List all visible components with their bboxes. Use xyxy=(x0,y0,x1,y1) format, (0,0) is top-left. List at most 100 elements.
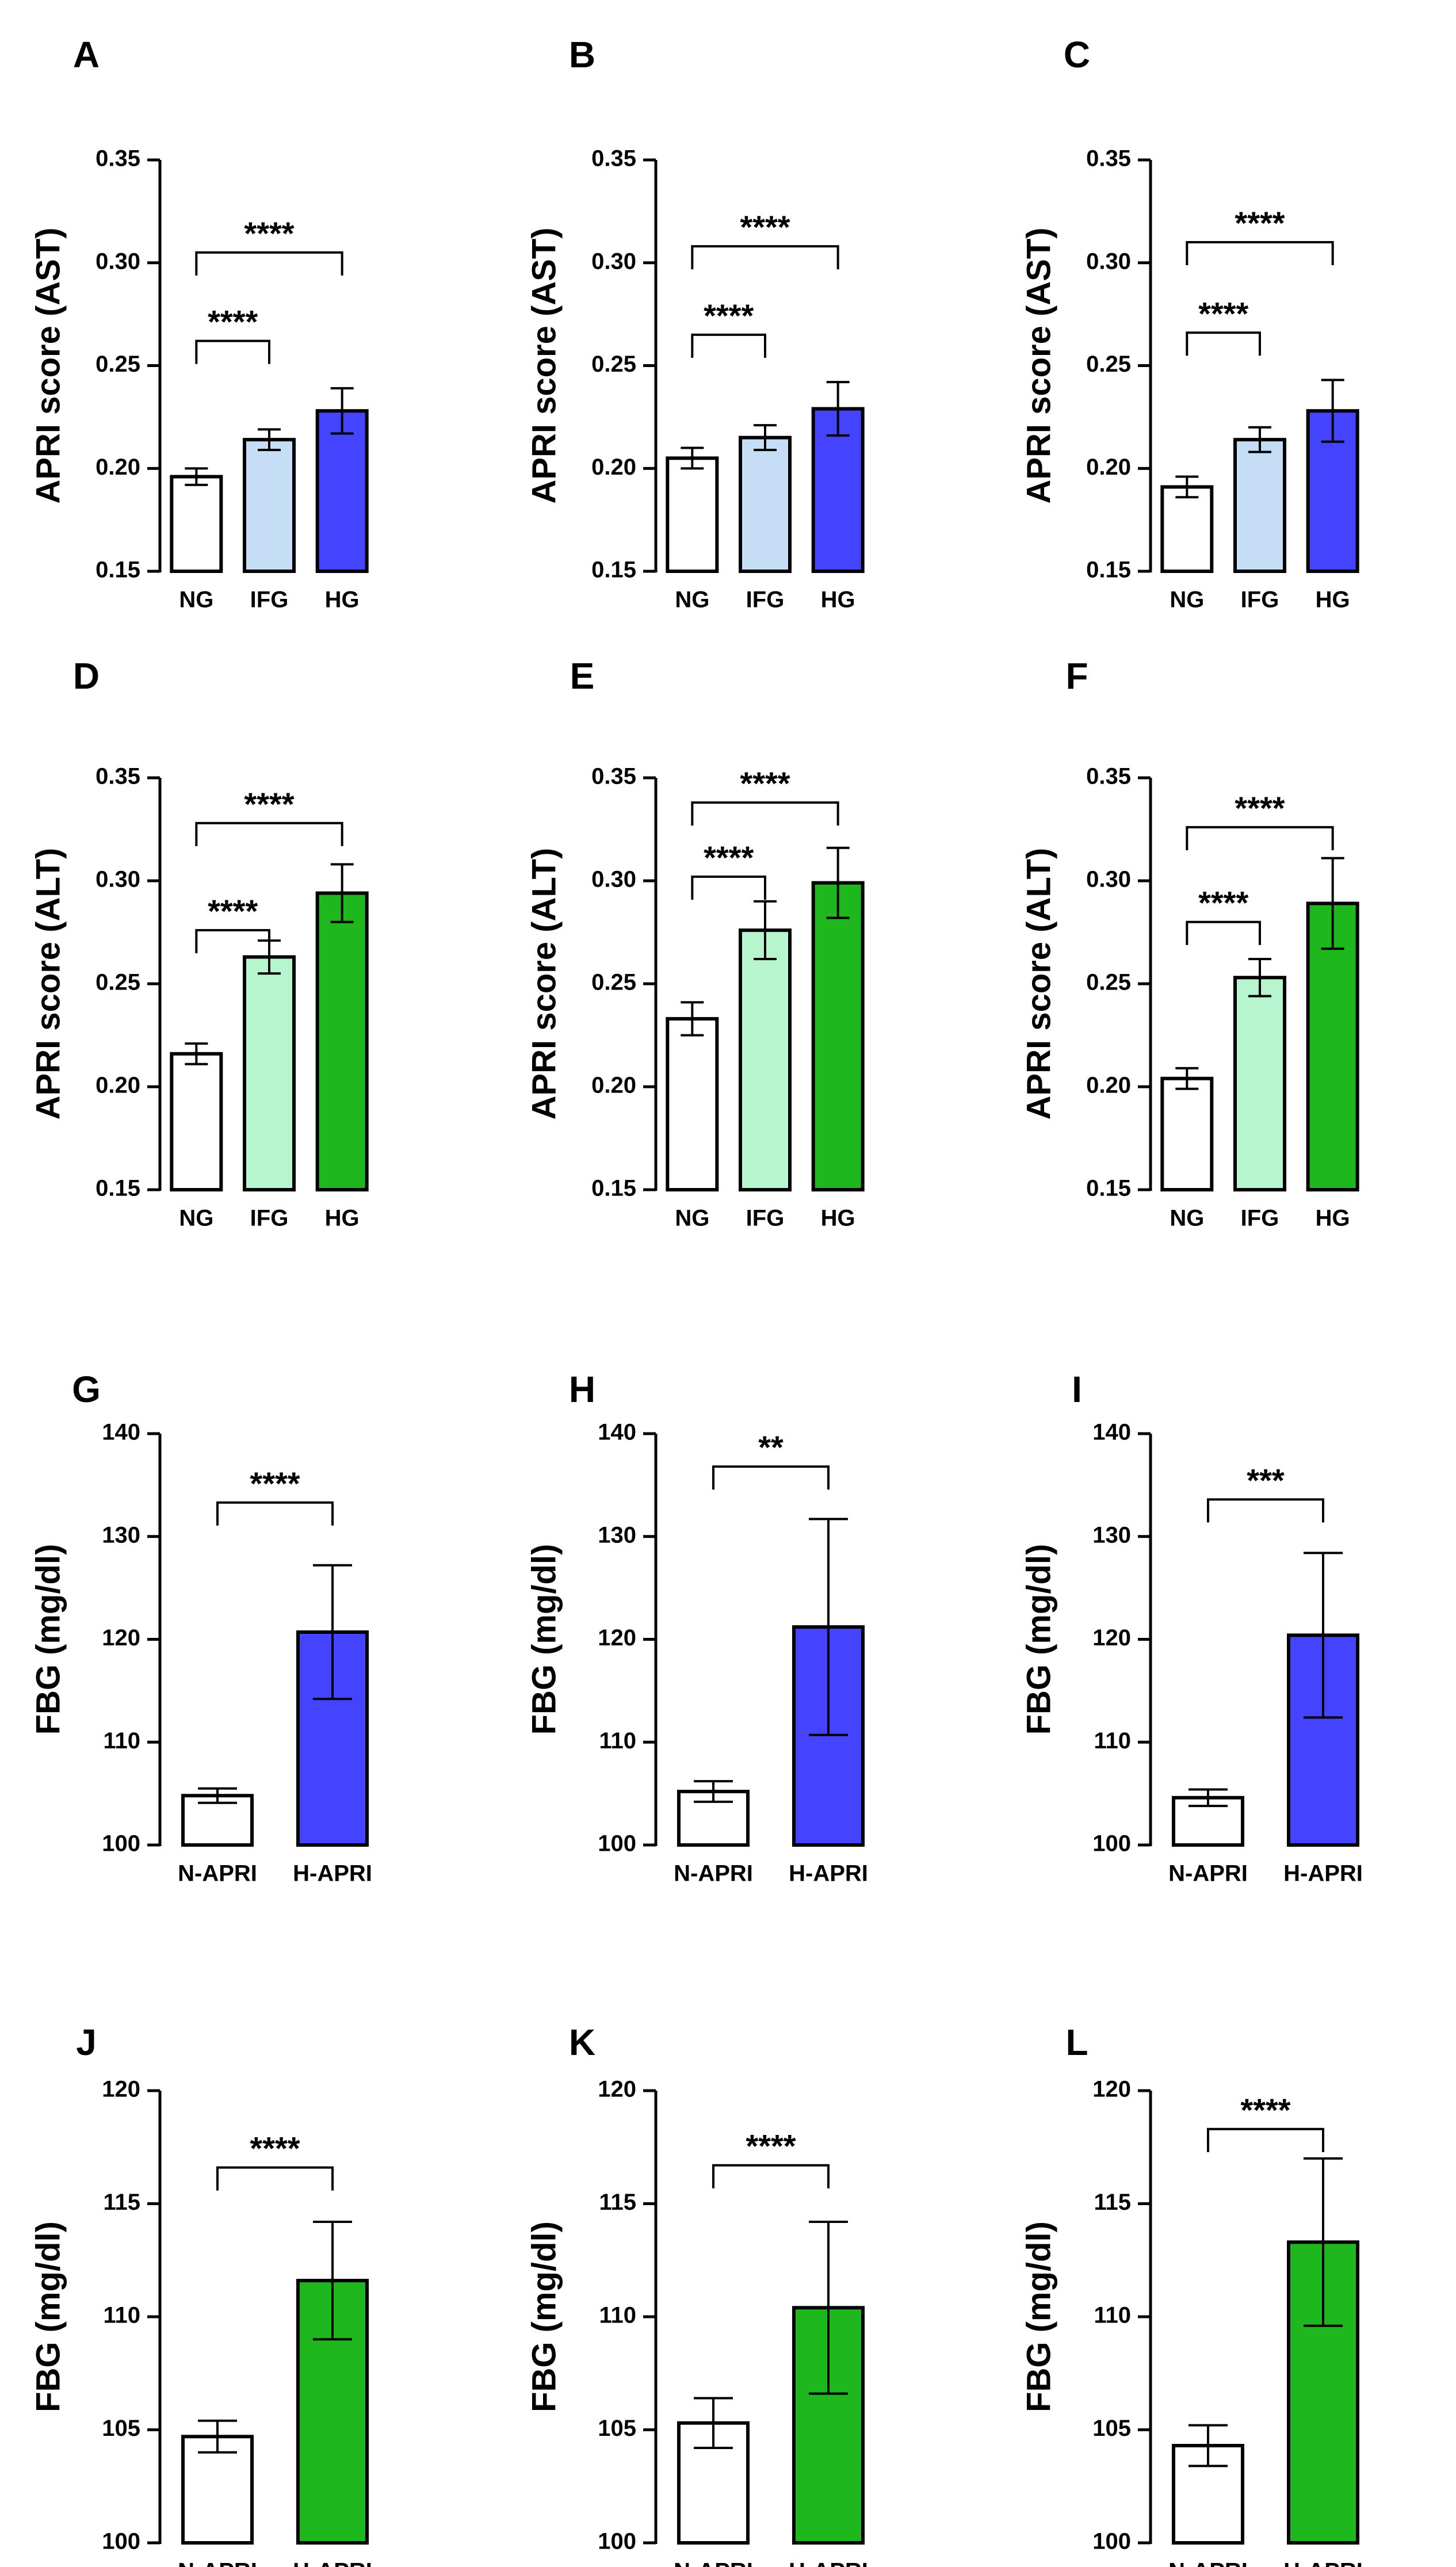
significance-bracket-c-0 xyxy=(1186,331,1261,356)
significance-bracket-a-1 xyxy=(195,251,343,276)
significance-bracket-c-1 xyxy=(1186,241,1334,265)
error-bar-d-ng xyxy=(185,1042,208,1065)
y-tick-label-b-4: 0.35 xyxy=(591,146,636,171)
category-label-a-1: IFG xyxy=(250,587,289,613)
significance-label-a-1: **** xyxy=(244,215,294,251)
y-tick-label-f-3: 0.30 xyxy=(1086,867,1131,892)
significance-bracket-j-0 xyxy=(216,2166,334,2191)
error-bar-c-ng xyxy=(1175,475,1199,499)
y-tick-label-l-0: 100 xyxy=(1092,2529,1131,2554)
error-bar-b-ifg xyxy=(754,424,777,452)
bar-d-hg xyxy=(315,891,369,1191)
significance-bracket-e-0 xyxy=(691,875,766,900)
significance-label-b-1: **** xyxy=(740,209,790,245)
panel-b: B APRI score (AST) 0.15 0.20 0.25 0.30 0.35 NG I… xyxy=(525,34,865,613)
y-tick-label-e-1: 0.20 xyxy=(591,1073,636,1098)
y-tick-label-k-2: 110 xyxy=(599,2303,636,2328)
significance-bracket-f-1 xyxy=(1186,826,1334,850)
y-axis-label-d: APRI score (ALT) xyxy=(29,848,67,1120)
significance-label-f-1: **** xyxy=(1235,790,1285,826)
significance-label-c-0: **** xyxy=(1198,295,1248,331)
error-bar-f-ifg xyxy=(1248,958,1271,998)
y-tick-label-c-1: 0.20 xyxy=(1086,454,1131,480)
error-bar-e-ifg xyxy=(754,900,777,961)
bar-a-hg xyxy=(315,409,369,574)
category-label-k-1: H-APRI xyxy=(789,2559,868,2567)
y-tick-label-k-4: 120 xyxy=(598,2077,636,2102)
category-label-b-2: HG xyxy=(821,587,855,613)
y-tick-label-d-2: 0.25 xyxy=(95,970,140,995)
y-tick-label-l-3: 115 xyxy=(1094,2190,1131,2215)
error-bar-b-hg xyxy=(826,381,850,437)
y-tick-label-k-1: 105 xyxy=(598,2416,636,2441)
panel-letter-i: I xyxy=(1072,1369,1082,1410)
y-tick-label-d-1: 0.20 xyxy=(95,1073,140,1098)
y-axis-label-k: FBG (mg/dl) xyxy=(525,2221,563,2412)
category-label-h-1: H-APRI xyxy=(789,1861,868,1886)
error-bar-g-n-apri xyxy=(198,1787,237,1804)
significance-label-j-0: **** xyxy=(250,2130,300,2167)
panel-letter-k: K xyxy=(569,2022,595,2063)
error-bar-b-ng xyxy=(681,446,704,470)
y-axis-label-a: APRI score (AST) xyxy=(29,227,67,503)
y-tick-label-i-1: 110 xyxy=(1094,1728,1131,1754)
error-bar-i-h-apri xyxy=(1304,1552,1343,1719)
significance-bracket-e-1 xyxy=(691,801,839,826)
bar-f-ifg xyxy=(1233,976,1286,1191)
category-label-f-0: NG xyxy=(1170,1206,1204,1231)
error-bar-e-ng xyxy=(681,1001,704,1037)
significance-bracket-b-1 xyxy=(691,245,839,270)
y-tick-label-e-3: 0.30 xyxy=(591,867,636,892)
error-bar-g-h-apri xyxy=(313,1564,352,1701)
error-bar-j-n-apri xyxy=(198,2419,237,2454)
category-label-f-2: HG xyxy=(1316,1206,1350,1231)
panel-e: E APRI score (ALT) 0.15 0.20 0.25 0.30 0.35 NG I… xyxy=(525,655,865,1231)
y-tick-label-i-0: 100 xyxy=(1092,1831,1131,1857)
y-axis-label-b: APRI score (AST) xyxy=(525,227,563,503)
category-label-c-0: NG xyxy=(1170,587,1204,613)
y-tick-label-c-0: 0.15 xyxy=(1086,557,1131,583)
y-tick-label-h-2: 120 xyxy=(598,1625,636,1651)
bar-b-ng xyxy=(666,456,719,573)
significance-bracket-b-0 xyxy=(691,333,766,358)
bar-d-ifg xyxy=(243,955,296,1191)
y-axis-label-f: APRI score (ALT) xyxy=(1020,848,1057,1120)
category-label-g-1: H-APRI xyxy=(293,1861,372,1886)
y-tick-label-b-2: 0.25 xyxy=(591,352,636,377)
error-bar-h-n-apri xyxy=(694,1780,733,1803)
y-tick-label-a-4: 0.35 xyxy=(95,146,140,171)
category-label-h-0: N-APRI xyxy=(674,1861,753,1886)
error-bar-f-hg xyxy=(1321,857,1344,950)
panel-letter-d: D xyxy=(73,655,100,697)
bar-b-ifg xyxy=(739,436,792,573)
y-tick-label-d-0: 0.15 xyxy=(95,1176,140,1201)
panel-letter-j: J xyxy=(76,2022,97,2063)
error-bar-e-hg xyxy=(826,846,850,919)
y-tick-label-i-3: 130 xyxy=(1092,1522,1131,1548)
y-tick-label-j-3: 115 xyxy=(103,2190,140,2215)
y-tick-label-g-0: 100 xyxy=(102,1831,140,1857)
y-tick-label-g-4: 140 xyxy=(102,1420,140,1445)
category-label-d-1: IFG xyxy=(250,1206,289,1231)
y-tick-label-f-1: 0.20 xyxy=(1086,1073,1131,1098)
y-tick-label-d-3: 0.30 xyxy=(95,867,140,892)
significance-label-e-0: **** xyxy=(704,839,754,876)
y-tick-label-a-1: 0.20 xyxy=(95,454,140,480)
y-tick-label-k-3: 115 xyxy=(599,2190,636,2215)
y-tick-label-b-1: 0.20 xyxy=(591,454,636,480)
category-label-b-0: NG xyxy=(675,587,709,613)
significance-bracket-a-0 xyxy=(195,339,270,364)
y-tick-label-c-4: 0.35 xyxy=(1086,146,1131,171)
panel-letter-h: H xyxy=(569,1369,595,1410)
significance-bracket-f-0 xyxy=(1186,920,1261,945)
y-tick-label-e-2: 0.25 xyxy=(591,970,636,995)
error-bar-d-hg xyxy=(330,863,354,923)
category-label-j-0: N-APRI xyxy=(178,2559,257,2567)
category-label-d-2: HG xyxy=(325,1206,360,1231)
panel-f: F APRI score (ALT) 0.15 0.20 0.25 0.30 0.35 NG I… xyxy=(1020,655,1359,1231)
y-tick-label-j-1: 105 xyxy=(102,2416,140,2441)
significance-label-d-1: **** xyxy=(244,786,294,822)
bar-j-n-apri xyxy=(181,2435,254,2545)
y-tick-label-g-3: 130 xyxy=(102,1522,140,1548)
